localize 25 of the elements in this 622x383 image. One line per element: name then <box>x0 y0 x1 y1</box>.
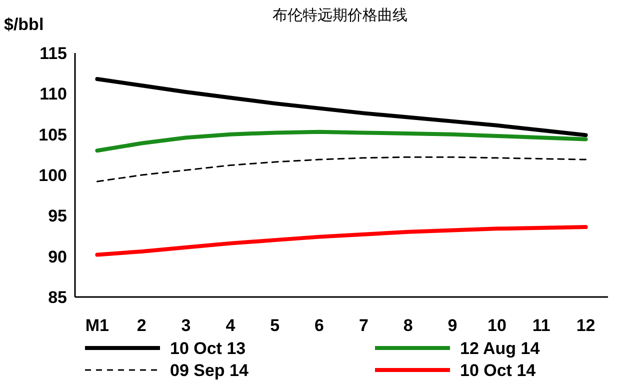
xtick: 12 <box>576 316 596 335</box>
title: 布伦特远期价格曲线 <box>272 7 408 24</box>
ytick: 85 <box>48 288 67 307</box>
xtick: 7 <box>358 316 368 335</box>
legend-label: 12 Aug 14 <box>460 339 540 358</box>
ytick: 110 <box>40 84 67 104</box>
ytick: 105 <box>38 125 67 144</box>
xtick: 4 <box>226 316 236 335</box>
xtick: 3 <box>181 316 191 335</box>
ytick: 115 <box>40 44 67 63</box>
legend-label: 10 Oct 14 <box>460 361 536 380</box>
xtick: 2 <box>136 316 146 335</box>
xtick: 9 <box>448 316 458 335</box>
ylabel: $/bbl <box>4 15 44 34</box>
legend-label: 10 Oct 13 <box>170 339 246 358</box>
xtick: 5 <box>270 316 280 335</box>
xtick: 11 <box>532 316 550 335</box>
xtick: 8 <box>403 316 413 335</box>
legend-label: 09 Sep 14 <box>170 361 248 380</box>
xtick: 6 <box>314 316 324 335</box>
ytick: 100 <box>38 166 67 185</box>
ytick: 95 <box>48 206 67 226</box>
xtick: M1 <box>85 316 110 335</box>
ytick: 90 <box>48 247 67 266</box>
xtick: 10 <box>488 316 506 335</box>
